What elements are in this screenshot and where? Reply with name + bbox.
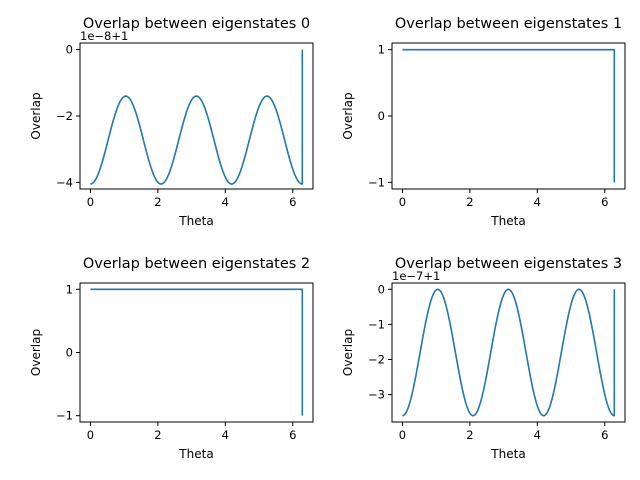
- y-tick-label: 0: [66, 43, 73, 57]
- axes-frame: [79, 282, 314, 423]
- series-line: [90, 288, 304, 416]
- y-tick-label: 0: [378, 282, 385, 296]
- chart-title: Overlap between eigenstates 3: [395, 256, 622, 272]
- x-axis-label: Theta: [178, 447, 213, 461]
- y-tick-label: −2: [56, 109, 73, 123]
- x-tick-label: 0: [87, 195, 94, 209]
- subplot-3: 0 2 4 6 −3 −2 −1 0 Overlap between eigenstates 3…: [341, 256, 626, 461]
- chart-title: Overlap between eigenstates 0: [83, 16, 310, 32]
- x-tick-label: 2: [466, 195, 473, 209]
- y-axis-label: Overlap: [341, 92, 355, 139]
- y-axis-label: Overlap: [341, 329, 355, 376]
- x-axis-label: Theta: [490, 447, 525, 461]
- y-tick-label: 0: [378, 109, 385, 123]
- x-tick-label: 2: [154, 195, 161, 209]
- x-tick-label: 2: [154, 428, 161, 442]
- y-tick-label: −3: [368, 388, 385, 402]
- x-tick-label: 4: [222, 428, 229, 442]
- y-tick-label: −1: [368, 317, 385, 331]
- x-tick-label: 0: [399, 428, 406, 442]
- chart-title: Overlap between eigenstates 2: [83, 256, 310, 272]
- y-axis-label: Overlap: [29, 329, 43, 376]
- axes-frame: [391, 282, 626, 423]
- x-tick-label: 2: [466, 428, 473, 442]
- y-tick-label: −1: [368, 175, 385, 189]
- y-offset-label: 1e−8+1: [80, 29, 128, 43]
- x-tick-label: 4: [534, 195, 541, 209]
- x-tick-label: 6: [289, 428, 296, 442]
- subplot-2: 0 2 4 6 −1 0 1 Overlap between eigenstates 2 The…: [29, 256, 314, 461]
- x-tick-label: 6: [601, 428, 608, 442]
- x-axis-label: Theta: [490, 214, 525, 228]
- y-tick-label: −2: [368, 353, 385, 367]
- y-axis-label: Overlap: [29, 92, 43, 139]
- series-line: [402, 288, 616, 417]
- series-line: [90, 49, 304, 185]
- subplot-0: 0 2 4 6 −4 −2 0 Overlap between eigenstates 01e…: [29, 16, 314, 228]
- x-tick-label: 0: [87, 428, 94, 442]
- y-tick-label: 1: [378, 43, 385, 57]
- y-tick-label: −4: [56, 175, 73, 189]
- y-tick-label: 0: [66, 346, 73, 360]
- x-tick-label: 0: [399, 195, 406, 209]
- series-line: [402, 48, 616, 183]
- chart-title: Overlap between eigenstates 1: [395, 16, 622, 32]
- axes-frame: [391, 42, 626, 190]
- subplot-1: 0 2 4 6 −1 0 1 Overlap between eigenstates 1 The…: [341, 16, 626, 228]
- x-tick-label: 4: [222, 195, 229, 209]
- x-axis-label: Theta: [178, 214, 213, 228]
- x-tick-label: 6: [601, 195, 608, 209]
- x-tick-label: 6: [289, 195, 296, 209]
- y-tick-label: −1: [56, 409, 73, 423]
- x-tick-label: 4: [534, 428, 541, 442]
- y-offset-label: 1e−7+1: [392, 269, 440, 283]
- y-tick-label: 1: [66, 282, 73, 296]
